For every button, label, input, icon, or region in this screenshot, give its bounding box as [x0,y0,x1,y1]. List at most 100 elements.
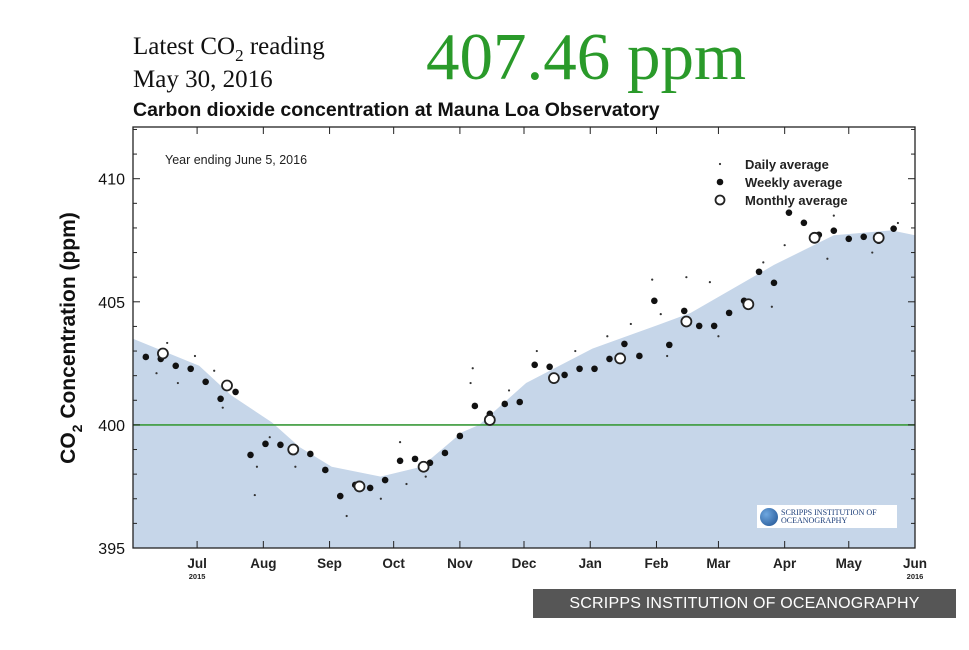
x-tick-label: Jun [903,556,927,571]
monthly-point [548,372,560,385]
weekly-point [576,365,583,373]
daily-point [268,436,271,439]
year-ending-note: Year ending June 5, 2016 [165,153,307,167]
weekly-point [471,402,479,410]
daily-point [469,381,472,385]
weekly-point [321,466,329,474]
legend-monthly-marker [714,194,726,206]
monthly-point [872,231,885,244]
weekly-point [636,352,643,360]
weekly-point [456,432,464,440]
daily-point [213,369,216,372]
x-tick-label: Sep [317,556,342,571]
daily-point [770,305,773,308]
weekly-point [142,353,150,361]
weekly-point [725,309,733,317]
daily-point [166,341,169,345]
daily-point [294,465,297,468]
daily-point [193,354,197,358]
x-tick-label: Dec [512,556,537,571]
seasonal-fit-area [133,230,915,548]
daily-point [666,354,669,358]
legend-daily-marker [718,162,722,166]
daily-point [629,322,632,326]
weekly-point [307,450,314,458]
daily-point [606,335,609,338]
monthly-point [287,443,300,456]
weekly-point [890,225,897,232]
x-tick-label: Aug [250,556,276,571]
daily-point [471,367,474,370]
weekly-point [830,227,838,234]
globe-icon [760,507,778,526]
x-tick-label: Nov [447,556,473,571]
weekly-point [187,365,194,373]
weekly-point [665,341,673,349]
subscript: 2 [235,46,244,65]
weekly-point [785,209,793,216]
weekly-point [277,441,284,449]
daily-point [826,257,829,260]
daily-point [405,482,408,486]
daily-point [574,349,577,353]
weekly-point [411,455,419,463]
daily-point [651,278,654,281]
caption-bar: SCRIPPS INSTITUTION OF OCEANOGRAPHY [533,589,956,618]
weekly-point [381,476,389,484]
daily-point [762,261,765,264]
monthly-point [742,298,755,311]
weekly-point [396,457,404,465]
weekly-point [651,297,658,305]
x-tick-label: May [836,556,863,571]
legend-entry: Monthly average [745,193,848,208]
scripps-logo: SCRIPPS INSTITUTION OF OCEANOGRAPHY [757,505,897,528]
monthly-point [157,347,169,360]
daily-point [398,441,402,444]
y-tick-label: 405 [98,295,125,312]
weekly-point [606,355,613,363]
weekly-point [845,235,853,243]
daily-point [708,281,711,284]
x-tick-label: Mar [706,556,731,571]
chart-title: Carbon dioxide concentration at Mauna Lo… [133,99,660,121]
daily-point [832,214,835,217]
legend-entry: Daily average [745,157,829,172]
legend-weekly-marker [716,178,724,186]
monthly-point [353,480,366,493]
daily-point [535,349,538,353]
logo-text: SCRIPPS INSTITUTION OF OCEANOGRAPHY [781,507,877,525]
x-tick-label: Jul [187,556,207,571]
daily-point [155,372,158,375]
weekly-point [217,395,224,403]
daily-point [871,251,874,254]
x-tick-label: Jan [579,556,602,571]
daily-point [221,406,224,409]
weekly-point [247,451,254,459]
daily-point [176,381,179,385]
daily-point [255,465,259,468]
weekly-point [172,362,180,370]
weekly-point [501,400,509,408]
daily-point [379,497,382,500]
monthly-point [808,231,821,244]
x-tick-label: Oct [382,556,405,571]
weekly-point [262,440,269,448]
x-tick-year: 2016 [907,572,924,581]
monthly-point [614,352,627,365]
weekly-point [695,322,703,330]
x-tick-label: Apr [773,556,797,571]
weekly-point [621,340,628,348]
monthly-point [680,315,693,328]
weekly-point [800,219,808,227]
weekly-point [441,449,449,457]
weekly-point [516,398,524,406]
weekly-point [755,268,763,276]
weekly-point [232,388,239,396]
weekly-point [561,371,568,379]
daily-point [783,244,786,247]
daily-point [345,514,348,518]
y-axis-label: CO2 Concentration (ppm) [57,212,85,464]
daily-point [253,493,256,497]
weekly-point [531,361,538,369]
latest-reading-value: 407.46 ppm [426,20,747,94]
